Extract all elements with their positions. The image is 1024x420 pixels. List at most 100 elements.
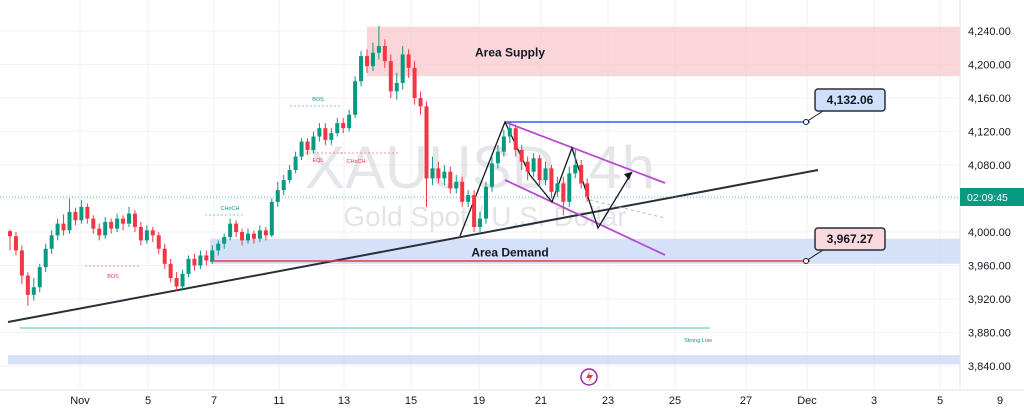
candle-body <box>484 186 488 219</box>
candle-body <box>228 223 233 238</box>
time-tick-label: 13 <box>338 395 350 407</box>
price-callout-dot <box>803 258 809 264</box>
candle-body <box>424 106 429 179</box>
candle-body <box>585 183 590 197</box>
time-tick-label: 3 <box>871 395 877 407</box>
candle-body <box>85 206 90 219</box>
time-tick-label: 5 <box>937 395 943 407</box>
candle-body <box>519 149 524 162</box>
time-tick-label: Dec <box>797 395 817 407</box>
time-tick-label: 11 <box>273 395 284 407</box>
candle-body <box>418 98 423 107</box>
price-callout-line <box>805 249 824 262</box>
candle-body <box>251 233 256 239</box>
price-tick-label: 4,160.00 <box>968 93 1011 105</box>
flash-icon[interactable] <box>580 368 598 386</box>
candle-body <box>257 230 262 239</box>
candle-body <box>460 181 465 202</box>
eql-label: EQL <box>312 158 323 164</box>
price-axis[interactable]: 4,240.00 4,200.00 4,160.00 4,120.00 4,080.00… <box>960 26 1024 373</box>
candle-body <box>507 128 512 137</box>
candle-body <box>109 221 114 229</box>
candle-body <box>365 56 369 67</box>
candle-body <box>531 158 536 172</box>
candle-body <box>305 141 310 150</box>
candle-body <box>275 190 280 202</box>
time-tick-label: 5 <box>145 395 151 407</box>
candle-body <box>97 228 102 236</box>
candle-body <box>513 128 518 150</box>
overlay-layer: BOS CHoCH BOS EQL CHoCH Strong Low <box>85 97 712 386</box>
time-tick-label: 23 <box>602 395 614 407</box>
candle-body <box>240 232 245 241</box>
candle-body <box>353 81 358 115</box>
current-time-badge <box>960 188 1024 206</box>
price-tick-label: 3,880.00 <box>968 328 1011 340</box>
candle-body <box>263 230 268 236</box>
price-callout-box[interactable] <box>814 88 886 112</box>
candle-body <box>281 180 286 191</box>
candle-body <box>8 231 12 237</box>
drawing-lines <box>0 120 960 329</box>
price-tick-label: 4,080.00 <box>968 160 1011 172</box>
dashed-projection <box>589 199 666 219</box>
candle-body <box>222 237 227 244</box>
price-callout-dot <box>803 119 809 125</box>
flash-bolt-icon <box>586 371 593 383</box>
candle-body <box>323 128 328 140</box>
candle-body <box>394 82 399 92</box>
candle-body <box>341 123 346 129</box>
candles-layer <box>8 25 590 306</box>
candle-body <box>246 233 250 241</box>
current-time-label: 02:09:45 <box>967 192 1008 204</box>
candle-body <box>269 201 274 236</box>
price-tick-label: 4,240.00 <box>968 26 1011 38</box>
candle-body <box>555 183 560 192</box>
candle-body <box>49 235 54 249</box>
candle-body <box>132 213 137 227</box>
candle-body <box>549 168 554 192</box>
candle-body <box>489 163 494 187</box>
candle-body <box>79 206 84 221</box>
candle-body <box>19 250 24 276</box>
candle-body <box>567 173 572 202</box>
candle-body <box>210 250 215 261</box>
candle-body <box>495 151 500 164</box>
candle-body <box>13 236 18 251</box>
time-tick-label: 9 <box>997 395 1003 407</box>
candle-body <box>162 248 167 264</box>
price-tick-label: 3,840.00 <box>968 361 1011 373</box>
candle-body <box>472 195 477 227</box>
candle-body <box>454 181 459 189</box>
channel-upper <box>504 121 666 184</box>
candle-body <box>382 46 387 62</box>
time-tick-label: 27 <box>740 395 752 407</box>
candle-body <box>156 235 161 249</box>
candle-body <box>91 218 96 229</box>
price-callout-box[interactable] <box>814 227 886 251</box>
time-tick-label: 21 <box>535 395 547 407</box>
channel-lower <box>504 179 666 256</box>
candle-body <box>436 168 441 179</box>
candle-body <box>501 136 506 152</box>
candle-body <box>317 128 322 137</box>
chart-grid <box>0 0 960 390</box>
candle-body <box>37 267 42 288</box>
time-tick-label: 15 <box>405 395 417 407</box>
candle-body <box>412 67 417 98</box>
price-callout-line <box>805 110 824 123</box>
time-tick-label: 19 <box>473 395 485 407</box>
candle-body <box>55 223 60 236</box>
candle-body <box>537 158 542 181</box>
candle-body <box>127 213 131 224</box>
candle-body <box>579 165 584 184</box>
arrow-head-icon <box>624 172 632 180</box>
choch-label-high: CHoCH <box>347 159 366 165</box>
time-axis[interactable]: Nov 5 7 11 13 15 19 21 23 25 27 Dec 3 5 9 <box>0 389 1024 407</box>
candle-body <box>67 211 72 231</box>
price-tick-label: 4,120.00 <box>968 127 1011 139</box>
candle-body <box>198 255 203 266</box>
choch-label-low: CHoCH <box>221 206 240 212</box>
candle-body <box>103 221 108 236</box>
